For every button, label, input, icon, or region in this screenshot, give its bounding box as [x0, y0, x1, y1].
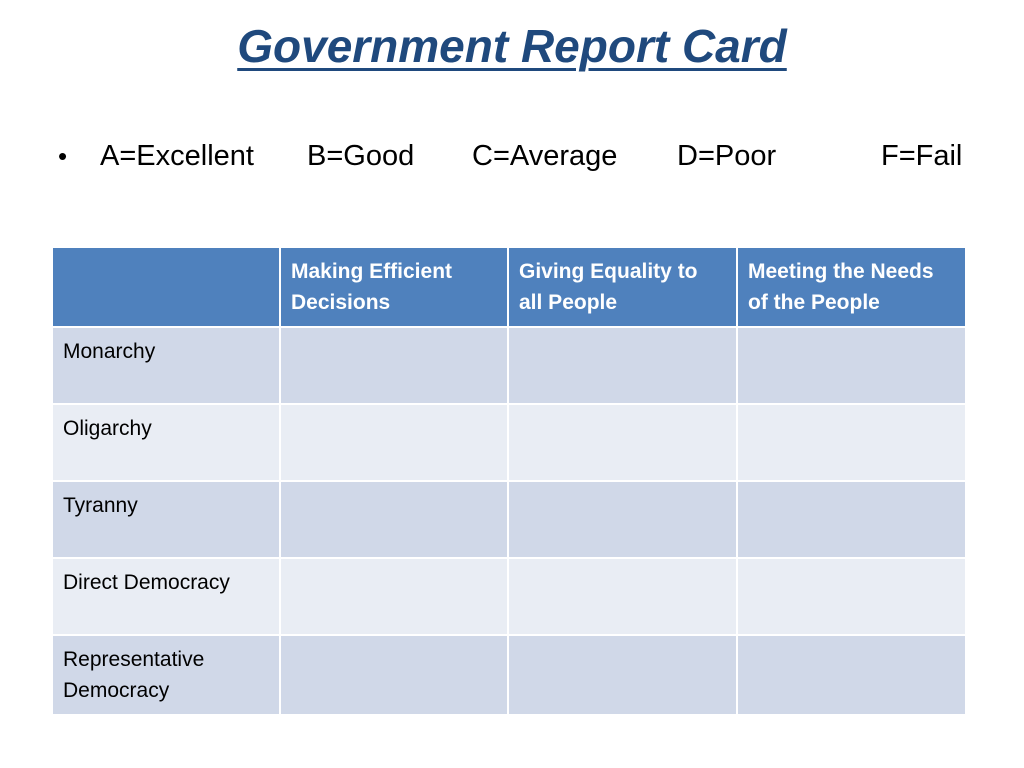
grade-cell[interactable] [279, 557, 509, 636]
grade-cell[interactable] [507, 557, 738, 636]
report-card-table: Making Efficient Decisions Giving Equali… [51, 246, 967, 716]
table-row: Oligarchy [51, 403, 967, 482]
grade-cell[interactable] [507, 326, 738, 405]
row-label-direct-democracy: Direct Democracy [51, 557, 281, 636]
table-header-row: Making Efficient Decisions Giving Equali… [51, 246, 967, 328]
grade-f: F=Fail [881, 140, 963, 172]
row-label-monarchy: Monarchy [51, 326, 281, 405]
grade-cell[interactable] [279, 480, 509, 559]
grade-cell[interactable] [736, 557, 967, 636]
grade-cell[interactable] [279, 634, 509, 716]
grade-d: D=Poor [677, 140, 777, 172]
grade-cell[interactable] [507, 480, 738, 559]
grade-c: C=Average [472, 140, 618, 172]
column-header-equality: Giving Equality to all People [507, 246, 738, 328]
grade-cell[interactable] [279, 326, 509, 405]
corner-header-cell [51, 246, 281, 328]
grade-cell[interactable] [507, 634, 738, 716]
grade-a: A=Excellent [100, 140, 254, 172]
table-row: Tyranny [51, 480, 967, 559]
grade-cell[interactable] [736, 634, 967, 716]
column-header-efficient-decisions: Making Efficient Decisions [279, 246, 509, 328]
grade-legend: • A=Excellent B=Good C=Average D=Poor F=… [58, 134, 978, 178]
table-row: Monarchy [51, 326, 967, 405]
bullet-icon: • [58, 141, 68, 171]
row-label-representative-democracy: Representative Democracy [51, 634, 281, 716]
grade-b: B=Good [307, 140, 415, 172]
column-header-needs: Meeting the Needs of the People [736, 246, 967, 328]
table-row: Representative Democracy [51, 634, 967, 716]
grade-cell[interactable] [736, 480, 967, 559]
slide-title: Government Report Card [237, 20, 787, 72]
grade-cell[interactable] [736, 403, 967, 482]
table-row: Direct Democracy [51, 557, 967, 636]
grade-cell[interactable] [279, 403, 509, 482]
row-label-oligarchy: Oligarchy [51, 403, 281, 482]
grade-cell[interactable] [736, 326, 967, 405]
grade-cell[interactable] [507, 403, 738, 482]
row-label-tyranny: Tyranny [51, 480, 281, 559]
